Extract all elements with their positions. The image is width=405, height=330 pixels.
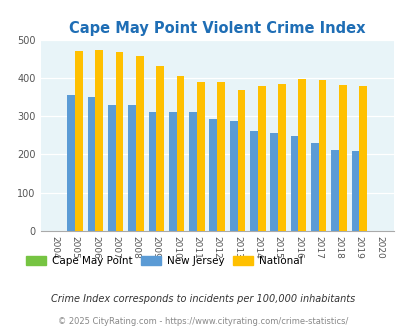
Bar bbox=[270, 133, 277, 231]
Bar bbox=[290, 136, 298, 231]
Bar bbox=[189, 112, 196, 231]
Bar bbox=[277, 84, 285, 231]
Bar bbox=[237, 90, 245, 231]
Bar bbox=[148, 112, 156, 231]
Bar bbox=[229, 121, 237, 231]
Bar bbox=[249, 131, 257, 231]
Bar bbox=[115, 52, 123, 231]
Bar bbox=[298, 79, 305, 231]
Bar bbox=[75, 51, 83, 231]
Bar bbox=[108, 106, 115, 231]
Text: © 2025 CityRating.com - https://www.cityrating.com/crime-statistics/: © 2025 CityRating.com - https://www.city… bbox=[58, 317, 347, 326]
Bar bbox=[351, 151, 358, 231]
Legend: Cape May Point, New Jersey, National: Cape May Point, New Jersey, National bbox=[21, 252, 306, 270]
Bar bbox=[318, 80, 326, 231]
Bar bbox=[95, 50, 103, 231]
Bar bbox=[67, 95, 75, 231]
Bar bbox=[196, 82, 204, 231]
Bar bbox=[217, 82, 224, 231]
Bar bbox=[209, 119, 217, 231]
Bar bbox=[87, 97, 95, 231]
Bar bbox=[136, 56, 143, 231]
Bar bbox=[156, 66, 164, 231]
Bar bbox=[358, 86, 366, 231]
Bar bbox=[330, 150, 338, 231]
Bar bbox=[310, 143, 318, 231]
Bar bbox=[176, 76, 184, 231]
Bar bbox=[257, 86, 265, 231]
Text: Crime Index corresponds to incidents per 100,000 inhabitants: Crime Index corresponds to incidents per… bbox=[51, 294, 354, 304]
Title: Cape May Point Violent Crime Index: Cape May Point Violent Crime Index bbox=[69, 21, 364, 36]
Bar bbox=[338, 85, 346, 231]
Bar bbox=[168, 112, 176, 231]
Bar bbox=[128, 105, 136, 231]
